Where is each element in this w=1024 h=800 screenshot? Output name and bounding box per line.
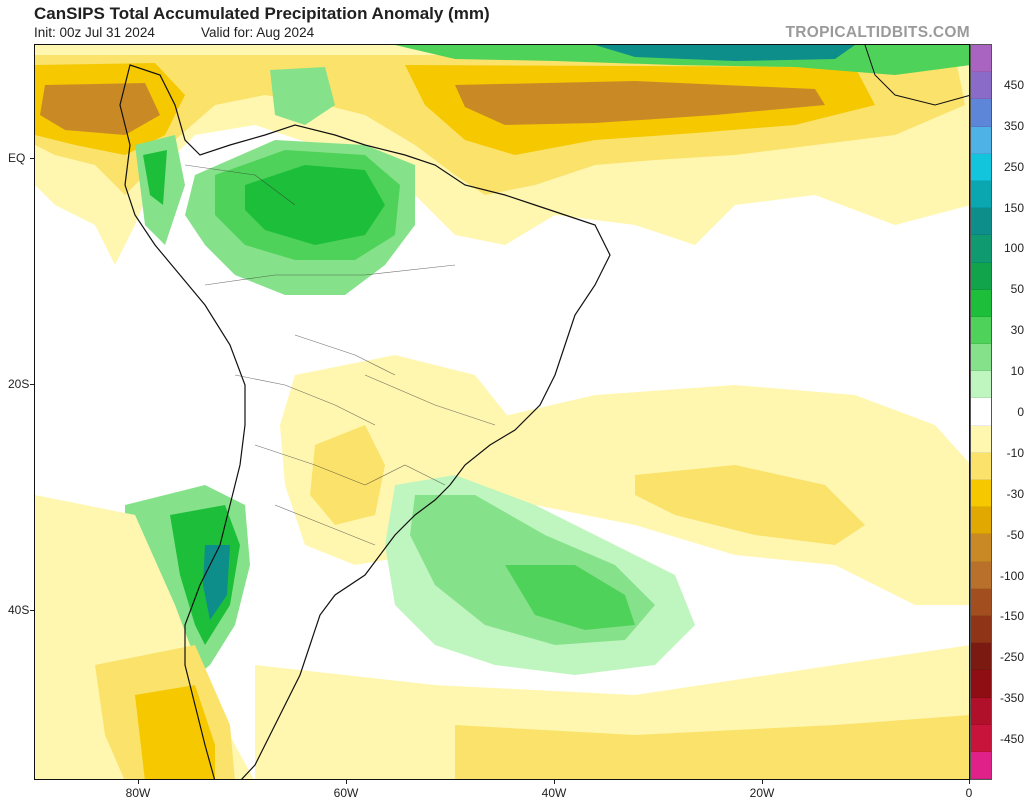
anomaly-chile-wet-max [203, 545, 230, 620]
colorbar-swatch [971, 289, 991, 317]
colorbar-swatch [971, 153, 991, 181]
colorbar-swatch [971, 45, 991, 73]
colorbar-swatch [971, 615, 991, 644]
colorbar-swatch [971, 180, 991, 209]
colorbar-swatch [971, 534, 991, 562]
lat-label-40s: 40S [8, 603, 30, 617]
colorbar-swatch [971, 99, 991, 127]
colorbar-tick-label: 100 [1003, 241, 1024, 256]
colorbar-swatch [971, 72, 991, 100]
colorbar-swatch [971, 425, 991, 453]
colorbar-swatch [971, 344, 991, 372]
colorbar-tick-label: -350 [999, 691, 1024, 706]
lon-label-60w: 60W [333, 786, 359, 800]
colorbar-swatch [971, 561, 991, 589]
colorbar-swatch [971, 588, 991, 616]
colorbar-swatch [971, 316, 991, 345]
colorbar-tick-label: -30 [1006, 486, 1024, 501]
lon-tick-60w [346, 780, 347, 784]
anomaly-sfar-dry-mid [455, 715, 969, 779]
colorbar-swatch [971, 697, 991, 725]
colorbar-labels: -450 -350 -250 -150 -100 -50 -30 -10 0 10 30 50 100 1… [996, 44, 1024, 780]
anomaly-north-dry-deep [40, 83, 160, 135]
colorbar-swatch [971, 507, 991, 535]
colorbar-swatch [971, 371, 991, 399]
init-time: Init: 00z Jul 31 2024 [34, 25, 155, 40]
anomaly-nw-wet [270, 67, 335, 125]
colorbar-swatch [971, 452, 991, 480]
anomaly-central-dry-mid [310, 425, 385, 525]
anomaly-amazon-wet-strong [245, 165, 385, 245]
border-lines [184, 164, 496, 546]
colorbar-swatch [971, 670, 991, 698]
map-title: CanSIPS Total Accumulated Precipitation … [34, 4, 490, 23]
colorbar-swatch [971, 480, 991, 508]
lon-tick-40w [554, 780, 555, 784]
brand-watermark: TROPICALTIDBITS.COM [785, 24, 970, 41]
colorbar-tick-label: 250 [1003, 159, 1024, 174]
valid-period: Valid for: Aug 2024 [201, 25, 315, 40]
lon-label-80w: 80W [125, 786, 151, 800]
anomaly-north-dry-deep-atl [455, 81, 825, 125]
precipitation-map [34, 44, 970, 780]
lat-label-20s: 20S [8, 377, 30, 391]
colorbar-tick-label: -150 [999, 609, 1024, 624]
anomaly-satl-dry-mid [635, 465, 865, 545]
colorbar-tick-label: 450 [1003, 77, 1024, 92]
lat-tick-40s [30, 610, 34, 611]
lon-label-40w: 40W [541, 786, 567, 800]
colorbar-swatch [971, 235, 991, 263]
colorbar-swatch [971, 126, 991, 154]
lon-label-20w: 20W [749, 786, 775, 800]
lat-label-eq: EQ [8, 151, 26, 165]
coastline-south-america [119, 64, 611, 779]
colorbar-tick-label: -50 [1006, 527, 1024, 542]
lon-tick-0 [969, 780, 970, 784]
colorbar-swatch [971, 751, 991, 780]
lat-tick-20s [30, 384, 34, 385]
colorbar-tick-label: 150 [1003, 200, 1024, 215]
colorbar-swatch [971, 724, 991, 752]
colorbar-tick-label: 50 [1010, 282, 1024, 297]
colorbar-tick-label: 0 [1017, 405, 1024, 419]
colorbar-tick-label: -450 [999, 732, 1024, 747]
anomaly-spac-dry-strong [135, 685, 215, 779]
colorbar-tick-label: -250 [999, 650, 1024, 665]
colorbar-swatch [971, 262, 991, 290]
colorbar-swatch [971, 643, 991, 671]
lon-label-0: 0 [965, 786, 973, 800]
anomaly-north-wet-teal [595, 45, 855, 61]
colorbar-swatch [971, 208, 991, 236]
colorbar-swatch [971, 398, 991, 426]
colorbar-legend [970, 44, 992, 780]
colorbar-tick-label: -10 [1006, 445, 1024, 460]
lon-tick-20w [762, 780, 763, 784]
lat-tick-eq [30, 158, 34, 159]
map-canvas [35, 45, 969, 779]
lon-tick-80w [138, 780, 139, 784]
colorbar-tick-label: 10 [1010, 364, 1024, 379]
anomaly-satl-wet-strong [505, 565, 635, 630]
anomaly-andes-wet-strong [143, 150, 167, 205]
coastline-north-africa [864, 45, 969, 106]
colorbar-tick-label: 30 [1010, 323, 1024, 338]
colorbar-tick-label: 350 [1003, 118, 1024, 133]
colorbar-tick-label: -100 [999, 568, 1024, 583]
